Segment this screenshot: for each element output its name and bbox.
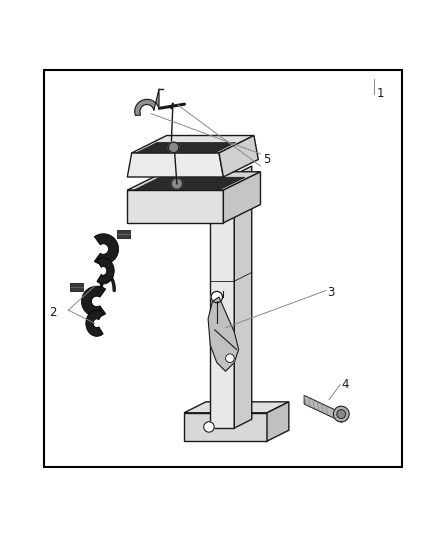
Text: 3: 3 [327,286,335,299]
Polygon shape [86,310,103,336]
Polygon shape [333,406,349,422]
Text: 4: 4 [341,378,349,391]
Circle shape [204,422,214,432]
Text: 5: 5 [263,154,270,166]
Polygon shape [97,258,114,284]
Circle shape [171,178,183,189]
Polygon shape [184,413,267,441]
Polygon shape [117,230,131,238]
Circle shape [226,354,234,362]
Polygon shape [81,286,106,317]
Polygon shape [184,402,289,413]
Polygon shape [70,282,83,290]
Polygon shape [304,395,335,418]
Circle shape [337,410,346,418]
Polygon shape [135,88,159,115]
Polygon shape [267,402,289,441]
Text: 1: 1 [377,87,385,100]
Circle shape [211,292,223,303]
Bar [44,70,403,467]
Polygon shape [210,175,234,428]
Polygon shape [134,177,245,190]
Polygon shape [127,153,223,177]
Polygon shape [219,135,258,177]
Polygon shape [94,234,119,264]
Polygon shape [208,297,239,372]
Polygon shape [132,135,254,153]
Polygon shape [127,190,223,223]
Polygon shape [136,142,236,153]
Polygon shape [127,172,261,190]
Text: 2: 2 [49,306,56,319]
Circle shape [168,142,179,152]
Polygon shape [223,172,261,223]
Polygon shape [234,166,252,428]
